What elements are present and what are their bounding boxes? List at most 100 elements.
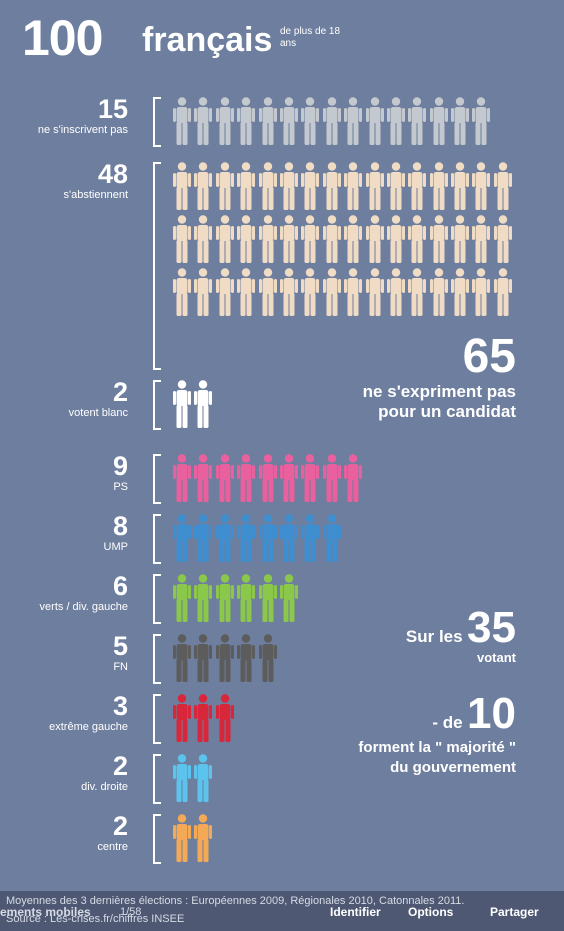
person-icon (322, 97, 341, 145)
group-bracket (153, 97, 161, 147)
footer: Moyennes des 3 dernières élections : Eur… (0, 891, 564, 931)
person-icon (237, 454, 256, 502)
person-icon (215, 215, 234, 263)
person-icons (173, 634, 523, 682)
group-count: 9 (112, 451, 128, 481)
person-icon (344, 97, 363, 145)
person-icon (429, 162, 448, 210)
person-icon (451, 162, 470, 210)
person-icon (215, 514, 234, 562)
person-icons (173, 380, 523, 428)
callout-10: - de 10 forment la " majorité " du gouve… (358, 690, 516, 778)
person-icon (279, 268, 298, 316)
person-icon (301, 454, 320, 502)
person-icon (301, 268, 320, 316)
person-icon (194, 754, 213, 802)
title-word: français (142, 21, 273, 59)
person-icon (173, 634, 191, 682)
person-icon (344, 215, 363, 263)
person-icon (365, 97, 384, 145)
person-icon (301, 97, 320, 145)
footer-mobile-link[interactable]: ements mobiles (0, 905, 91, 919)
person-icon (365, 215, 384, 263)
callout-number: 10 (467, 689, 516, 738)
title-subtitle: de plus de 18 ans (280, 26, 341, 49)
person-icons (173, 514, 523, 562)
person-icon (258, 574, 277, 622)
person-icon (322, 268, 341, 316)
person-icon (408, 215, 427, 263)
person-icon (472, 215, 491, 263)
person-icons (173, 454, 523, 502)
person-icon (408, 97, 427, 145)
person-icon (237, 514, 256, 562)
person-icon (237, 634, 256, 682)
group-bracket (153, 380, 161, 430)
person-icon (237, 97, 256, 145)
person-icon (279, 514, 298, 562)
person-icon (173, 380, 191, 428)
group-count: 2 (112, 377, 128, 407)
person-icon (215, 162, 234, 210)
group-label: div. droite (81, 781, 128, 793)
person-icon (194, 694, 213, 742)
group-bracket (153, 574, 161, 624)
person-icon (194, 268, 213, 316)
group-label: centre (97, 841, 128, 853)
callout-line: forment la " majorité " (358, 739, 516, 756)
person-icon (429, 268, 448, 316)
nav-options-button[interactable]: Options (408, 905, 454, 919)
callout-65: 65 ne s'expriment pas pour un candidat (363, 332, 516, 422)
person-icons (173, 574, 523, 622)
person-icon (237, 268, 256, 316)
person-icon (215, 574, 234, 622)
nav-identifier-button[interactable]: Identifier (330, 905, 381, 919)
person-icon (451, 215, 470, 263)
person-icon (215, 694, 234, 742)
person-icon (194, 162, 213, 210)
person-icon (279, 574, 298, 622)
person-icons (173, 814, 523, 862)
person-icon (237, 574, 256, 622)
person-icon (173, 97, 191, 145)
person-icons (173, 162, 523, 316)
group-count: 5 (112, 631, 128, 661)
group-count: 2 (112, 811, 128, 841)
person-icon (322, 454, 341, 502)
person-icon (258, 514, 277, 562)
nav-share-button[interactable]: Partager (490, 905, 539, 919)
person-icons (173, 97, 523, 145)
group-label: FN (113, 661, 128, 673)
person-icon (194, 574, 213, 622)
person-icon (173, 694, 191, 742)
person-icon (258, 268, 277, 316)
person-icon (301, 162, 320, 210)
group-bracket (153, 814, 161, 864)
person-icon (386, 162, 405, 210)
person-icon (451, 97, 470, 145)
footer-source: Source : Les-crises.fr/chiffres INSEE (6, 913, 185, 925)
group-label: PS (113, 481, 128, 493)
person-icon (472, 162, 491, 210)
person-icon (173, 215, 191, 263)
group-label: ne s'inscrivent pas (37, 124, 128, 136)
person-icon (408, 162, 427, 210)
person-icon (301, 215, 320, 263)
person-icon (173, 162, 191, 210)
person-icon (322, 514, 341, 562)
callout-prefix: - de (432, 713, 463, 732)
callout-line: votant (477, 650, 516, 665)
person-icon (408, 268, 427, 316)
person-icon (173, 814, 191, 862)
person-icon (365, 162, 384, 210)
person-icon (493, 215, 512, 263)
person-icon (451, 268, 470, 316)
group-label: extrême gauche (49, 721, 128, 733)
person-icon (344, 454, 363, 502)
group-bracket (153, 454, 161, 504)
person-icon (237, 162, 256, 210)
person-icon (258, 162, 277, 210)
group-count: 6 (112, 571, 128, 601)
person-icon (173, 574, 191, 622)
person-icon (429, 97, 448, 145)
